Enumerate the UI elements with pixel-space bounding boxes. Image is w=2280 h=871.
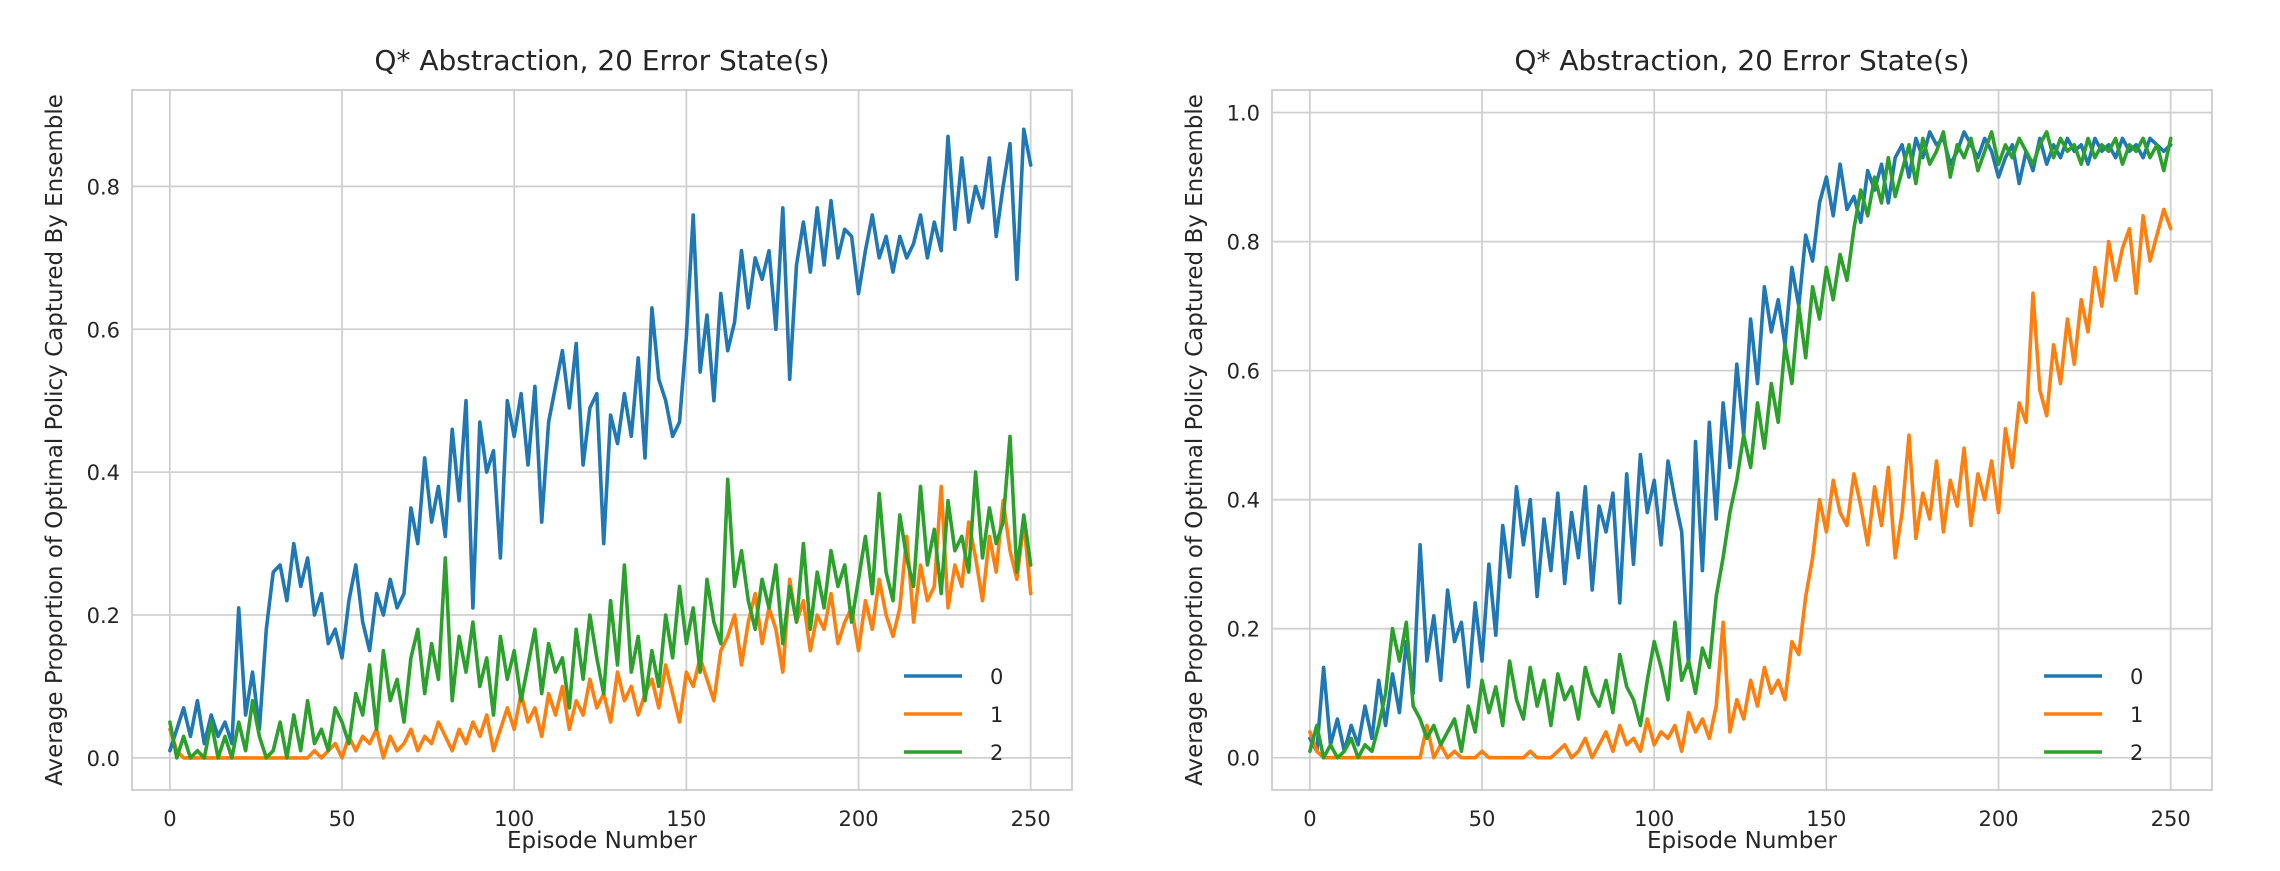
chart-left: 0 50 100 150 200 250 0.0 0.2 0.4 0.6 0.8 Q* Abstrac… xyxy=(42,44,1073,854)
y-tick-label: 0.2 xyxy=(1227,618,1260,642)
legend-label-1: 1 xyxy=(990,703,1003,727)
y-axis-label: Average Proportion of Optimal Policy Cap… xyxy=(1182,94,1208,786)
plot-frame xyxy=(131,89,1073,791)
y-tick-label: 1.0 xyxy=(1227,102,1260,126)
legend-label-1: 1 xyxy=(2130,703,2143,727)
x-axis-label: Episode Number xyxy=(1647,828,1838,854)
y-tick-label: 0.4 xyxy=(87,461,120,485)
y-tick-label: 0.8 xyxy=(87,175,120,199)
series-line-0 xyxy=(1308,130,2173,754)
x-tick-label: 100 xyxy=(1634,807,1674,831)
y-tick-label: 0.6 xyxy=(1227,360,1260,384)
legend-label-2: 2 xyxy=(990,741,1003,765)
y-tick-label: 0.4 xyxy=(1227,489,1260,513)
series-line-2 xyxy=(1308,130,2173,760)
x-tick-label: 0 xyxy=(1303,807,1316,831)
series-line-2 xyxy=(168,434,1033,760)
y-tick-label: 0.2 xyxy=(87,604,120,628)
x-tick-label: 200 xyxy=(838,807,878,831)
x-tick-label: 200 xyxy=(1978,807,2018,831)
x-tick-label: 250 xyxy=(1011,807,1051,831)
x-tick-label: 0 xyxy=(163,807,176,831)
chart-right: 0 50 100 150 200 250 0.0 0.2 0.4 0.6 0.8 1.0 Q* Abst… xyxy=(1182,44,2213,854)
x-tick-label: 100 xyxy=(494,807,534,831)
x-axis-label: Episode Number xyxy=(507,828,698,854)
series-line-1 xyxy=(168,484,1033,760)
y-tick-label: 0.6 xyxy=(87,318,120,342)
x-tick-label: 50 xyxy=(329,807,356,831)
chart-title: Q* Abstraction, 20 Error State(s) xyxy=(1514,44,1969,77)
chart-title: Q* Abstraction, 20 Error State(s) xyxy=(374,44,829,77)
plot-frame xyxy=(1271,89,2213,791)
y-tick-label: 0.0 xyxy=(87,747,120,771)
series-line-1 xyxy=(1308,207,2173,760)
x-tick-label: 250 xyxy=(2151,807,2191,831)
legend-label-0: 0 xyxy=(2130,665,2143,689)
legend-label-2: 2 xyxy=(2130,741,2143,765)
series-line-0 xyxy=(168,127,1033,753)
y-tick-label: 0.8 xyxy=(1227,231,1260,255)
x-tick-label: 150 xyxy=(666,807,706,831)
y-tick-label: 0.0 xyxy=(1227,747,1260,771)
x-tick-label: 50 xyxy=(1469,807,1496,831)
legend-label-0: 0 xyxy=(990,665,1003,689)
x-tick-label: 150 xyxy=(1806,807,1846,831)
y-axis-label: Average Proportion of Optimal Policy Cap… xyxy=(42,94,68,786)
